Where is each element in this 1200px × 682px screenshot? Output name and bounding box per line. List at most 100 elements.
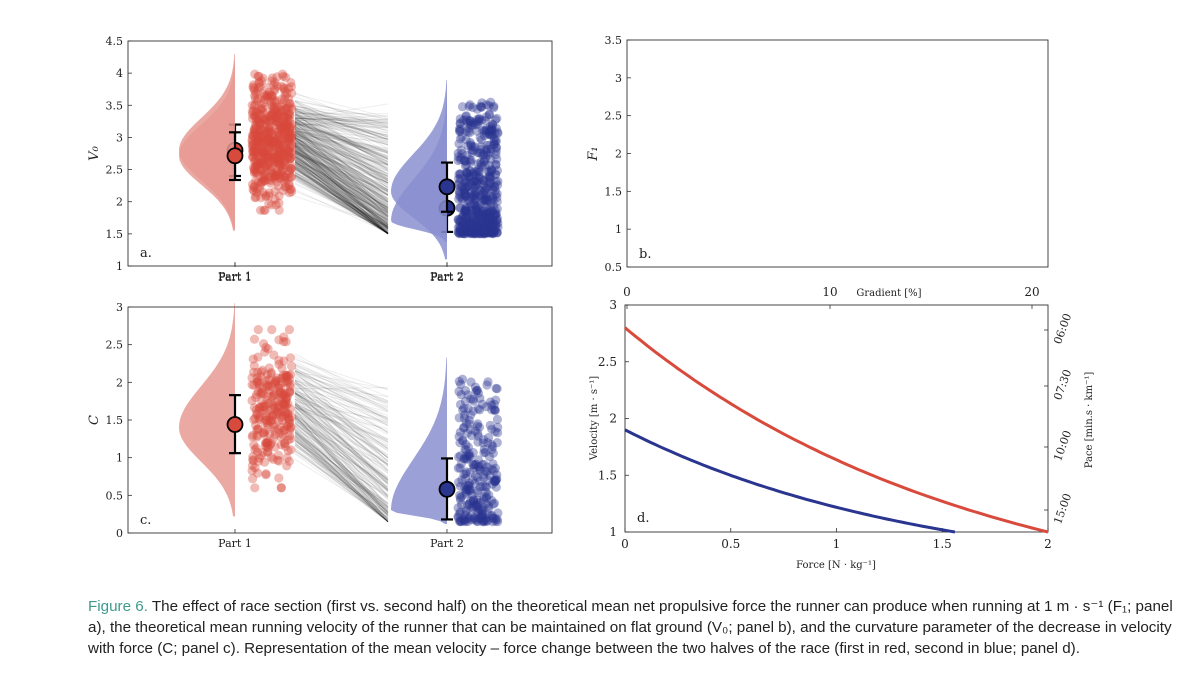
scatter-point bbox=[455, 119, 465, 129]
y-tick-label: 3 bbox=[609, 298, 617, 312]
scatter-point bbox=[454, 452, 464, 462]
paired-line bbox=[294, 149, 389, 228]
paired-line bbox=[294, 419, 389, 488]
scatter-point bbox=[466, 192, 476, 202]
paired-line bbox=[294, 146, 389, 226]
paired-line bbox=[294, 128, 389, 165]
paired-line bbox=[294, 165, 389, 230]
scatter-point bbox=[265, 385, 275, 395]
paired-line bbox=[294, 173, 389, 235]
scatter-point bbox=[479, 228, 489, 238]
scatter-point bbox=[472, 421, 482, 431]
paired-line bbox=[294, 131, 389, 184]
scatter-point bbox=[271, 120, 281, 130]
paired-line bbox=[294, 151, 389, 222]
scatter-point bbox=[473, 227, 483, 237]
scatter-point bbox=[286, 122, 297, 132]
scatter-point bbox=[280, 91, 290, 101]
scatter-point bbox=[277, 173, 287, 184]
scatter-point bbox=[453, 180, 463, 190]
scatter-point bbox=[462, 484, 472, 494]
paired-line bbox=[294, 371, 389, 421]
scatter-point bbox=[272, 151, 282, 161]
scatter-point bbox=[469, 512, 479, 523]
scatter-point bbox=[249, 182, 259, 192]
scatter-point bbox=[251, 393, 261, 403]
scatter-point bbox=[252, 168, 262, 178]
scatter-point bbox=[464, 101, 474, 112]
panel-letter: c. bbox=[140, 513, 151, 528]
scatter-point bbox=[274, 473, 284, 483]
paired-line bbox=[294, 403, 389, 498]
paired-line bbox=[294, 440, 389, 504]
paired-line bbox=[294, 135, 389, 153]
scatter-point bbox=[473, 462, 483, 472]
scatter-point bbox=[474, 209, 484, 219]
paired-line bbox=[294, 133, 389, 172]
scatter-point bbox=[285, 143, 295, 153]
scatter-point bbox=[251, 192, 261, 202]
scatter-point bbox=[270, 77, 280, 87]
scatter-point bbox=[260, 417, 270, 427]
scatter-point bbox=[472, 212, 482, 222]
scatter-point bbox=[248, 80, 259, 90]
scatter-point bbox=[256, 387, 266, 397]
scatter-point bbox=[473, 148, 483, 158]
paired-line bbox=[294, 140, 389, 190]
paired-line bbox=[294, 404, 389, 474]
paired-line bbox=[294, 128, 389, 203]
scatter-point bbox=[482, 195, 493, 205]
scatter-point bbox=[253, 140, 263, 150]
scatter-point bbox=[479, 195, 489, 205]
scatter-point bbox=[285, 122, 295, 132]
scatter-point bbox=[475, 166, 485, 177]
scatter-point bbox=[461, 212, 471, 222]
scatter-point bbox=[491, 209, 501, 219]
scatter-point bbox=[477, 218, 487, 228]
paired-line bbox=[294, 389, 389, 440]
paired-line bbox=[294, 177, 389, 234]
scatter-point bbox=[479, 149, 489, 159]
scatter-point bbox=[490, 169, 500, 179]
scatter-point bbox=[249, 181, 259, 191]
scatter-point bbox=[259, 174, 269, 184]
scatter-point bbox=[272, 81, 282, 91]
caption-label: Figure 6. bbox=[88, 598, 148, 615]
scatter-point bbox=[259, 169, 269, 179]
scatter-point bbox=[457, 475, 467, 485]
x-tick-label: 1.5 bbox=[933, 537, 952, 551]
paired-line bbox=[294, 424, 389, 488]
paired-line bbox=[294, 404, 389, 474]
paired-line bbox=[294, 414, 389, 521]
scatter-point bbox=[473, 404, 483, 414]
scatter-point bbox=[253, 86, 263, 96]
paired-line bbox=[294, 161, 389, 234]
scatter-point bbox=[478, 438, 488, 448]
scatter-point bbox=[461, 489, 471, 499]
scatter-point bbox=[270, 149, 280, 159]
paired-line bbox=[294, 100, 389, 171]
paired-line bbox=[294, 117, 389, 175]
scatter-point bbox=[279, 390, 289, 400]
scatter-point bbox=[475, 482, 485, 492]
paired-line bbox=[294, 373, 389, 420]
paired-line bbox=[294, 428, 389, 523]
scatter-point bbox=[490, 181, 500, 191]
scatter-point bbox=[484, 213, 494, 223]
paired-line bbox=[294, 172, 389, 227]
scatter-point bbox=[487, 400, 497, 410]
scatter-point bbox=[492, 113, 502, 124]
paired-line bbox=[294, 137, 389, 181]
scatter-point bbox=[275, 161, 285, 172]
paired-line bbox=[294, 183, 389, 228]
scatter-point bbox=[274, 138, 284, 148]
scatter-point bbox=[466, 206, 476, 216]
scatter-point bbox=[491, 142, 501, 152]
scatter-point bbox=[260, 176, 270, 186]
scatter-point bbox=[278, 149, 288, 159]
scatter-point bbox=[482, 206, 492, 216]
paired-line bbox=[294, 417, 389, 516]
scatter-point bbox=[264, 135, 275, 145]
scatter-point bbox=[263, 344, 273, 354]
scatter-point bbox=[459, 229, 469, 239]
